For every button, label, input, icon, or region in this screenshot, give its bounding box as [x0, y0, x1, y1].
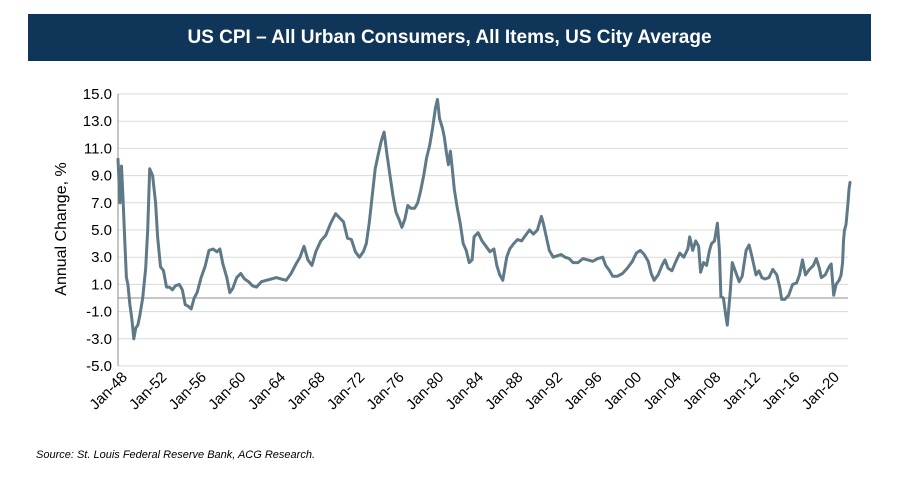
y-tick-label: 1.0: [91, 276, 112, 293]
x-tick-label: Jan-12: [719, 369, 763, 413]
y-tick-label: -1.0: [86, 304, 112, 321]
x-tick-label: Jan-80: [403, 369, 447, 413]
y-axis: 15.0 13.0 11.0 9.0 7.0 5.0 3.0 1.0 -1.0 -3.0 -5.0: [83, 86, 112, 375]
gridlines: [117, 93, 848, 367]
x-tick-label: Jan-92: [522, 369, 566, 413]
y-tick-label: -3.0: [86, 331, 112, 348]
x-tick-label: Jan-68: [284, 369, 328, 413]
x-tick-label: Jan-88: [482, 369, 526, 413]
x-tick-label: Jan-84: [442, 369, 486, 413]
y-tick-label: 7.0: [91, 195, 112, 212]
x-tick-label: Jan-56: [166, 369, 210, 413]
x-tick-label: Jan-48: [86, 369, 130, 413]
y-tick-label: 11.0: [84, 140, 112, 157]
series-line-cpi: [116, 97, 852, 341]
x-tick-label: Jan-08: [680, 369, 724, 413]
y-tick-label: 15.0: [83, 86, 112, 103]
y-tick-label: 3.0: [91, 249, 112, 266]
y-tick-label: -5.0: [86, 358, 112, 375]
x-tick-label: Jan-60: [205, 369, 249, 413]
x-tick-label: Jan-64: [245, 369, 289, 413]
y-axis-title: Annual Change, %: [53, 162, 70, 295]
chart-title: US CPI – All Urban Consumers, All Items,…: [28, 14, 871, 61]
x-tick-label: Jan-72: [324, 369, 368, 413]
x-tick-label: Jan-16: [759, 369, 803, 413]
x-tick-label: Jan-52: [126, 369, 170, 413]
y-tick-label: 9.0: [91, 168, 112, 185]
x-tick-label: Jan-96: [561, 369, 605, 413]
x-tick-label: Jan-76: [363, 369, 407, 413]
y-tick-label: 13.0: [83, 113, 112, 130]
x-tick-label: Jan-20: [799, 369, 843, 413]
x-axis: Jan-48Jan-52Jan-56Jan-60Jan-64Jan-68Jan-…: [86, 369, 843, 413]
x-tick-label: Jan-00: [601, 369, 645, 413]
series-layer: [116, 97, 852, 341]
x-tick-label: Jan-04: [640, 369, 684, 413]
source-note: Source: St. Louis Federal Reserve Bank, …: [36, 449, 315, 461]
y-tick-label: 5.0: [91, 222, 112, 239]
